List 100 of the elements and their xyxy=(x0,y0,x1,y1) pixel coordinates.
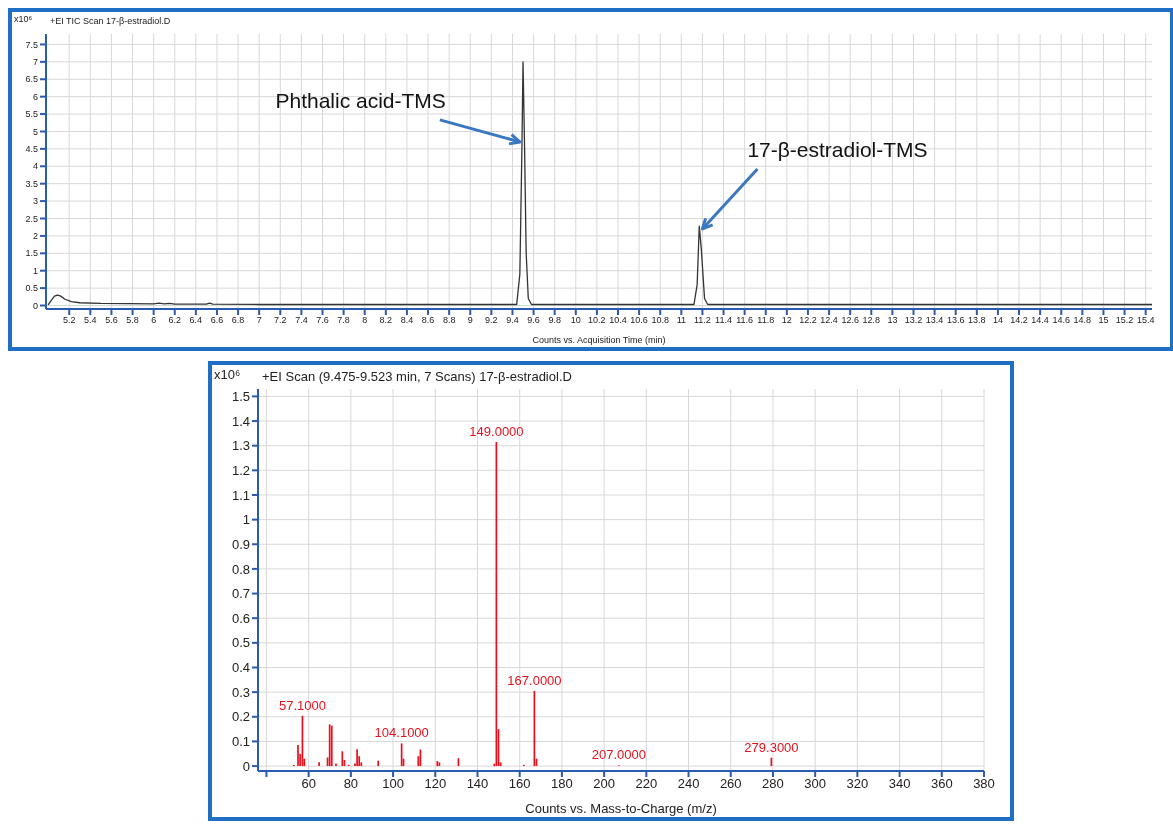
x-tick-label: 12.4 xyxy=(820,315,838,326)
x-tick-label: 10.4 xyxy=(609,315,627,326)
y-tick-label: 5 xyxy=(32,126,38,137)
y-tick-label: 0 xyxy=(32,300,38,311)
x-tick-label: 5.2 xyxy=(62,315,76,326)
y-tick-label: 0.6 xyxy=(231,610,250,626)
x-tick-label: 280 xyxy=(762,776,784,792)
x-tick-label: 15.4 xyxy=(1136,315,1155,326)
x-tick-label: 9.6 xyxy=(527,315,540,326)
x-tick-label: 14.8 xyxy=(1073,315,1092,326)
y-tick-label: 2 xyxy=(32,231,38,242)
y-tick-label: 1.4 xyxy=(231,413,250,429)
annotation: 17-β-estradiol-TMS xyxy=(747,137,928,161)
y-axis-title: x10⁶ xyxy=(214,367,241,382)
y-tick-label: 0.5 xyxy=(231,635,250,651)
x-tick-label: 7.8 xyxy=(337,315,350,326)
x-tick-label: 12.6 xyxy=(841,315,859,326)
chart-title: +EI Scan (9.475-9.523 min, 7 Scans) 17-β-estradiol.D xyxy=(262,369,572,384)
y-tick-label: 0.7 xyxy=(231,586,250,602)
x-tick-label: 80 xyxy=(343,776,359,792)
y-tick-label: 0 xyxy=(242,758,250,774)
x-tick-label: 10 xyxy=(570,315,581,326)
x-tick-label: 7.4 xyxy=(295,315,308,326)
x-tick-label: 5.8 xyxy=(126,315,139,326)
annotation: 167.0000 xyxy=(507,672,562,688)
x-tick-label: 6.2 xyxy=(168,315,182,326)
x-tick-label: 60 xyxy=(301,776,316,792)
annotation: Phthalic acid-TMS xyxy=(275,88,446,112)
x-tick-label: 300 xyxy=(804,776,827,792)
annotation: 207.0000 xyxy=(591,747,647,763)
y-tick-label: 1.5 xyxy=(231,389,250,405)
x-tick-label: 8 xyxy=(362,315,368,326)
x-tick-label: 13.4 xyxy=(925,315,944,326)
x-tick-label: 8.2 xyxy=(379,315,393,326)
y-tick-label: 3.5 xyxy=(25,178,38,189)
y-tick-label: 0.8 xyxy=(231,561,250,577)
x-tick-label: 10.2 xyxy=(588,315,606,326)
y-tick-label: 7 xyxy=(32,57,38,68)
y-tick-label: 4.5 xyxy=(25,144,38,155)
x-tick-label: 11.8 xyxy=(757,315,775,326)
x-tick-label: 11.2 xyxy=(693,315,711,326)
x-tick-label: 8.6 xyxy=(421,315,435,326)
y-tick-label: 1.3 xyxy=(231,438,250,454)
x-tick-label: 380 xyxy=(973,776,995,792)
y-tick-label: 1.5 xyxy=(25,248,38,259)
x-tick-label: 6.6 xyxy=(210,315,224,326)
x-tick-label: 11 xyxy=(676,315,686,326)
y-tick-label: 5.5 xyxy=(25,109,38,120)
x-tick-label: 9.2 xyxy=(485,315,498,326)
x-tick-label: 12 xyxy=(781,315,792,326)
x-tick-label: 13.6 xyxy=(946,315,965,326)
x-tick-label: 240 xyxy=(677,776,700,792)
y-tick-label: 0.2 xyxy=(231,709,250,725)
x-tick-label: 260 xyxy=(719,776,742,792)
x-tick-label: 180 xyxy=(551,776,573,792)
x-tick-label: 14.2 xyxy=(1010,315,1028,326)
x-tick-label: 12.2 xyxy=(799,315,817,326)
x-axis-title: Counts vs. Acquisition Time (min) xyxy=(532,335,666,345)
x-tick-label: 140 xyxy=(466,776,489,792)
x-tick-label: 160 xyxy=(508,776,531,792)
y-tick-label: 2.5 xyxy=(25,213,38,224)
x-tick-label: 9 xyxy=(467,315,473,326)
y-tick-label: 1.1 xyxy=(231,487,250,503)
x-tick-label: 7.2 xyxy=(274,315,287,326)
x-tick-label: 13.2 xyxy=(904,315,923,326)
y-tick-label: 6 xyxy=(32,91,38,102)
x-tick-label: 5.6 xyxy=(105,315,118,326)
x-tick-label: 13 xyxy=(887,315,898,326)
annotation: 149.0000 xyxy=(469,423,524,439)
y-tick-label: 1 xyxy=(32,265,38,276)
y-tick-label: 0.9 xyxy=(231,536,250,552)
annotation: 57.1000 xyxy=(279,697,327,713)
x-tick-label: 200 xyxy=(593,776,615,792)
annotation: 279.3000 xyxy=(744,739,799,755)
x-tick-label: 6.4 xyxy=(189,315,203,326)
y-tick-label: 1.2 xyxy=(231,462,250,478)
x-tick-label: 120 xyxy=(424,776,447,792)
x-tick-label: 10.6 xyxy=(630,315,648,326)
x-tick-label: 360 xyxy=(930,776,953,792)
x-tick-label: 7.6 xyxy=(316,315,329,326)
line-series xyxy=(47,61,1152,306)
y-tick-label: 1 xyxy=(242,512,250,528)
x-tick-label: 11.4 xyxy=(715,315,732,326)
y-axis-title: x10⁶ xyxy=(14,14,33,24)
x-axis-title: Counts vs. Mass-to-Charge (m/z) xyxy=(525,801,717,816)
x-tick-label: 340 xyxy=(888,776,911,792)
x-tick-label: 12.8 xyxy=(862,315,881,326)
y-tick-label: 6.5 xyxy=(25,74,38,85)
x-tick-label: 6.8 xyxy=(231,315,245,326)
x-tick-label: 14.4 xyxy=(1031,315,1049,326)
x-tick-label: 8.4 xyxy=(400,315,414,326)
chart-title: +EI TIC Scan 17-β-estradiol.D xyxy=(50,16,171,26)
y-tick-label: 4 xyxy=(32,161,38,172)
x-tick-label: 220 xyxy=(635,776,658,792)
x-tick-label: 13.8 xyxy=(968,315,986,326)
y-tick-label: 0.5 xyxy=(25,283,38,294)
x-tick-label: 6 xyxy=(151,315,157,326)
x-tick-label: 11.6 xyxy=(736,315,754,326)
x-tick-label: 7 xyxy=(256,315,262,326)
y-tick-label: 7.5 xyxy=(25,39,38,50)
